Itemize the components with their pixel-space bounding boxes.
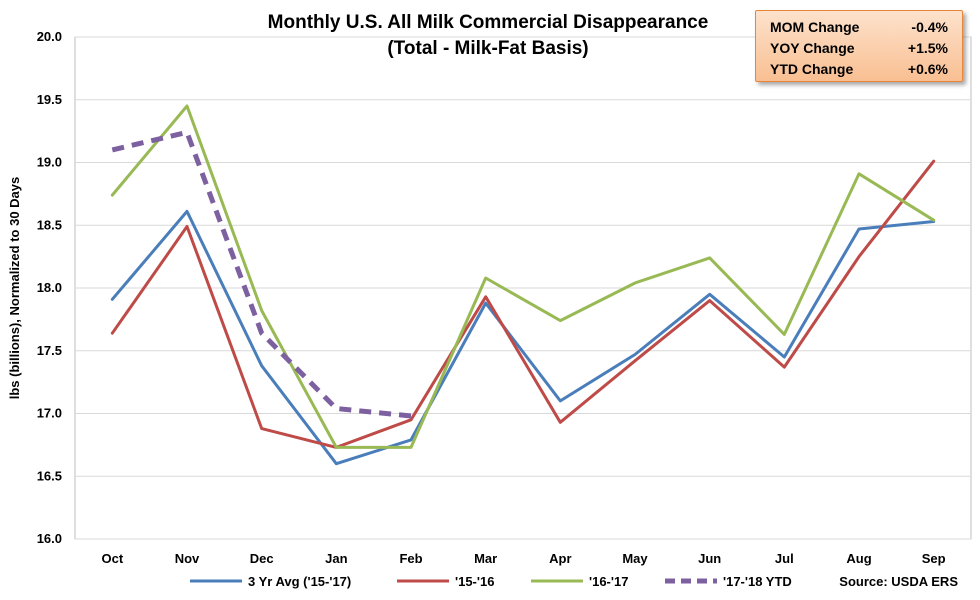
y-tick-label: 18.5 [37,217,62,232]
x-tick-label: Feb [399,551,422,566]
y-tick-label: 19.0 [37,155,62,170]
series-line-3 [111,129,412,419]
x-tick-label: Dec [250,551,274,566]
stats-label: YOY Change [770,40,855,56]
series-line-2 [110,104,936,449]
y-tick-label: 20.0 [37,29,62,44]
source-note: Source: USDA ERS [839,574,958,589]
legend-label: 3 Yr Avg ('15-'17) [248,574,351,589]
change-stats-box: MOM Change -0.4% YOY Change +1.5% YTD Ch… [755,10,963,82]
y-tick-label: 17.5 [37,343,62,358]
series-lines [110,104,936,466]
stats-value: +0.6% [907,61,948,77]
x-tick-label: Aug [846,551,871,566]
y-axis-tick-labels: 16.0 16.5 17.0 17.5 18.0 18.5 19.0 19.5 20.0 [37,29,62,546]
x-tick-label: Sep [922,551,946,566]
x-tick-label: May [622,551,648,566]
stats-label: MOM Change [770,19,860,35]
stats-label: YTD Change [770,61,854,77]
legend-label: '16-'17 [589,574,628,589]
stats-value: +1.5% [907,40,948,56]
x-tick-label: Mar [474,551,497,566]
y-tick-label: 16.5 [37,468,62,483]
legend-label: '15-'16 [455,574,494,589]
x-tick-label: Jan [325,551,347,566]
stats-value: -0.4% [911,19,948,35]
y-tick-label: 17.0 [37,406,62,421]
x-axis-tick-labels: Oct Nov Dec Jan Feb Mar Apr May Jun Jul Aug Sep [101,551,945,566]
x-tick-label: Apr [549,551,571,566]
y-tick-label: 19.5 [37,92,62,107]
chart-subtitle: (Total - Milk-Fat Basis) [387,38,588,59]
legend: 3 Yr Avg ('15-'17) '15-'16 '16-'17 '17-'18 … [190,574,792,589]
y-tick-label: 16.0 [37,531,62,546]
stats-row-yoy: YOY Change +1.5% [770,38,948,59]
y-axis-title: lbs (billions), Normalized to 30 Days [7,177,22,400]
series-line-0 [110,209,936,466]
x-tick-label: Nov [175,551,200,566]
stats-row-mom: MOM Change -0.4% [770,17,948,38]
x-tick-label: Jul [775,551,794,566]
x-tick-label: Jun [698,551,721,566]
x-tick-label: Oct [101,551,123,566]
stats-row-ytd: YTD Change +0.6% [770,59,948,80]
series-line-1 [110,159,936,449]
y-tick-label: 18.0 [37,280,62,295]
legend-label: '17-'18 YTD [723,574,792,589]
chart-title: Monthly U.S. All Milk Commercial Disappe… [268,12,709,33]
